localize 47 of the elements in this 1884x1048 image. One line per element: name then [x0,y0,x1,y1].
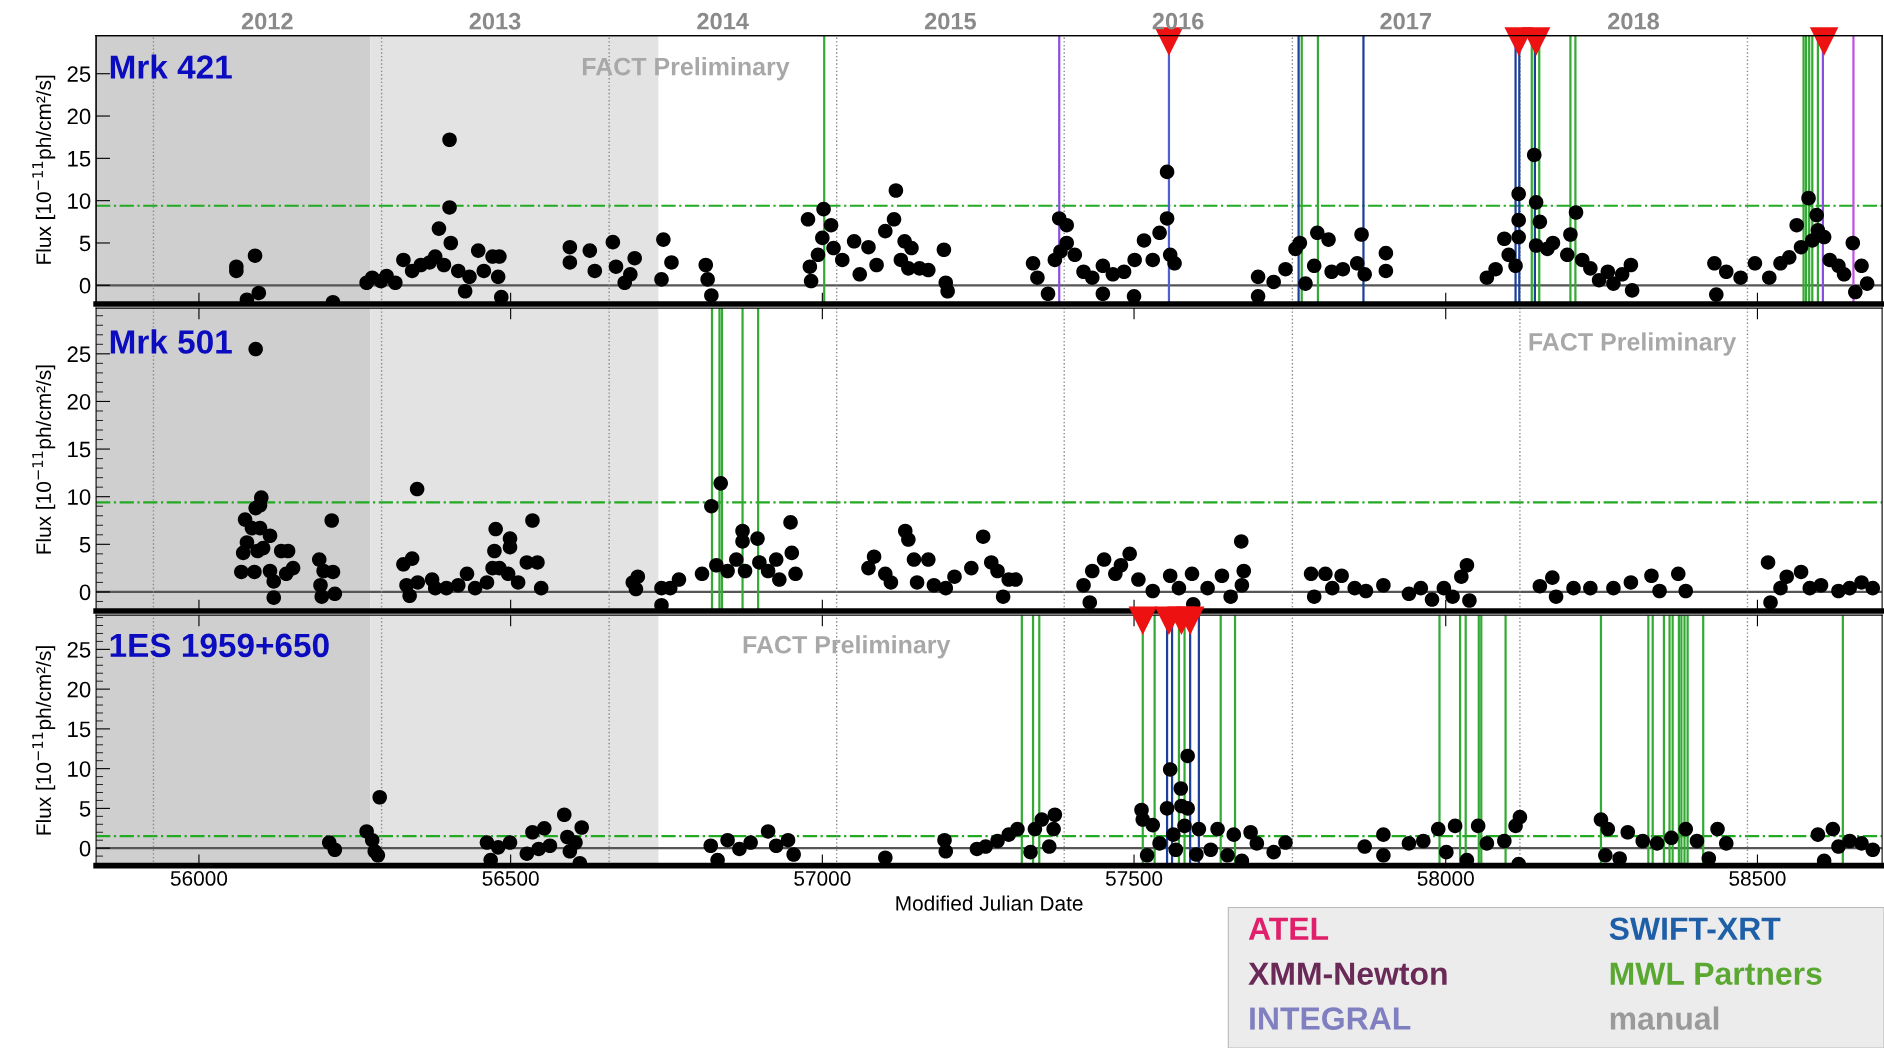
text: XMM-Newton [1248,962,1447,985]
y-tick-label: 5 [79,235,91,252]
y-axis-title: Flux [10$^{−11}$ph/cm²/s] [32,365,56,554]
text: manual [1610,1006,1719,1030]
y-tick-label: 10 [68,193,91,209]
x-axis-title: Modified Julian Date [896,895,1083,911]
y-tick-label: 0 [79,584,91,601]
y-tick-label: 5 [79,801,91,817]
x-tick-label: 56000 [170,871,228,886]
annotation: FACT Preliminary [1529,332,1737,356]
x-tick-label: 57000 [794,871,851,886]
y-tick-label: 15 [68,151,91,167]
chart-title: Mrk 421 [110,54,232,79]
text: INTEGRAL [1250,1007,1411,1030]
text: Mrk 501 [110,329,232,354]
text: MWL Partners [1610,962,1822,985]
y-axis-title: Flux [10$^{−11}$ph/cm²/s] [32,75,56,264]
x2-tick-label: 2016 [1152,12,1204,30]
y-tick-label: 15 [68,721,91,738]
x-tick-label: 56500 [482,871,539,886]
y-axis-title: Flux [10$^{−11}$ph/cm²/s] [32,646,56,835]
x-tick-label: 57500 [1105,871,1163,886]
y-tick-label: 10 [68,489,91,505]
x2-tick-label: 2017 [1380,12,1432,30]
y-tick-label: 20 [67,393,91,410]
x-tick-label: 58000 [1417,871,1474,886]
x2-tick-label: 2012 [241,12,293,30]
x-tick-label: 58500 [1729,871,1786,886]
x2-tick-label: 2018 [1608,12,1660,30]
chart-title: 1ES 1959+650 [110,633,329,658]
y-tick-label: 15 [68,441,91,458]
y-tick-label: 0 [79,277,91,294]
y-tick-label: 25 [67,346,91,363]
y-tick-label: 25 [67,66,91,82]
y-tick-label: 10 [68,761,91,777]
y-tick-label: 0 [79,840,91,857]
y-tick-label: 20 [67,681,91,698]
annotation: FACT Preliminary [743,635,951,659]
y-tick-label: 5 [79,537,91,553]
y-tick-label: 20 [67,108,91,125]
x2-tick-label: 2013 [469,12,521,30]
text: SWIFT-XRT [1609,917,1781,941]
x2-tick-label: 2014 [697,12,749,30]
y-tick-label: 25 [67,641,91,658]
annotation: FACT Preliminary [582,57,790,81]
x2-tick-label: 2015 [924,12,976,30]
text: ATEL [1248,917,1329,940]
